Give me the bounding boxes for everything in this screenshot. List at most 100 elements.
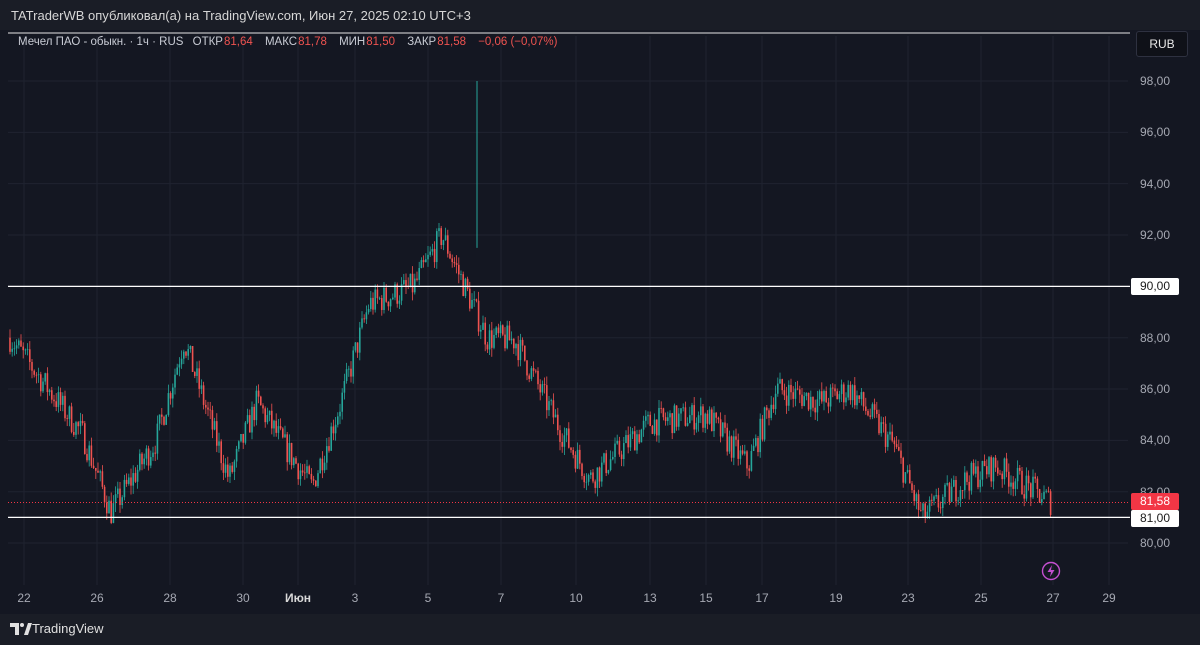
candle-body	[297, 463, 299, 480]
candle-body	[658, 407, 660, 436]
candle-body	[884, 423, 887, 447]
candle-body	[1016, 467, 1019, 482]
candle-body	[1023, 494, 1025, 499]
currency-button[interactable]: RUB	[1136, 31, 1188, 57]
candle-body	[801, 394, 803, 406]
candle-body	[508, 325, 511, 341]
candle-body	[53, 399, 55, 402]
candle-body	[722, 422, 724, 437]
candle-body	[365, 312, 368, 320]
candle-body	[345, 369, 348, 382]
candle-body	[656, 419, 658, 436]
candle-body	[959, 490, 962, 501]
candle-body	[99, 471, 101, 473]
candle-body	[220, 441, 222, 464]
candle-body	[898, 446, 900, 451]
candle-body	[284, 434, 286, 438]
candle-body	[429, 251, 431, 255]
candle-body	[389, 299, 392, 307]
candle-body	[163, 416, 165, 425]
price-tick-label: 98,00	[1140, 74, 1171, 88]
symbol-name[interactable]: Мечел ПАО - обыкн. · 1ч · RUS	[18, 36, 184, 48]
lightning-icon[interactable]	[1041, 561, 1061, 581]
candle-body	[968, 481, 970, 491]
candle-body	[574, 454, 577, 469]
candle-body	[847, 384, 849, 398]
candle-body	[440, 228, 442, 246]
price-tick-label: 84,00	[1140, 433, 1171, 448]
candle-body	[304, 472, 306, 474]
candle-body	[121, 497, 123, 505]
candle-body	[983, 460, 986, 467]
candle-body	[264, 408, 266, 423]
publisher-text: TATraderWB опубликовал(а) на TradingView…	[11, 8, 471, 23]
candle-body	[449, 253, 451, 259]
candle-body	[693, 405, 695, 430]
candle-body	[1034, 476, 1036, 479]
candle-body	[387, 301, 390, 307]
candle-body	[979, 479, 981, 488]
candle-body	[638, 434, 640, 443]
change-value: −0,06 (−0,07%)	[478, 36, 558, 48]
candle-body	[708, 409, 711, 424]
candle-body	[946, 483, 948, 485]
candle-body	[64, 395, 66, 419]
candle-body	[906, 470, 909, 473]
candle-body	[515, 344, 517, 349]
candle-body	[123, 479, 126, 498]
candle-body	[748, 468, 750, 471]
open-value: 81,64	[223, 36, 253, 48]
candle-body	[471, 299, 473, 309]
candle-body	[134, 473, 137, 482]
candle-body	[944, 484, 946, 497]
candle-body	[394, 284, 396, 298]
candle-body	[695, 422, 698, 430]
candle-body	[616, 440, 618, 444]
candle-body	[805, 392, 808, 397]
time-tick-label: 5	[424, 591, 432, 605]
candle-body	[869, 415, 871, 417]
candle-body	[198, 368, 200, 389]
brand-name[interactable]: TradingView	[32, 621, 104, 636]
candle-body	[957, 500, 959, 502]
candle-body	[601, 462, 603, 482]
candle-body	[810, 396, 812, 410]
candle-body	[561, 441, 563, 447]
candle-body	[728, 436, 731, 452]
candle-body	[1036, 478, 1039, 490]
candle-body	[90, 445, 93, 466]
candle-body	[664, 417, 667, 422]
candle-body	[145, 448, 148, 459]
candle-body	[559, 430, 561, 442]
candle-body	[328, 446, 330, 451]
candle-body	[988, 457, 990, 475]
candle-body	[95, 467, 97, 471]
candle-body	[926, 511, 929, 518]
time-tick-label: 19	[829, 591, 843, 605]
candle-body	[880, 422, 882, 434]
candle-body	[299, 470, 302, 480]
candle-body	[878, 414, 880, 434]
candle-body	[777, 383, 779, 394]
candle-body	[625, 435, 627, 444]
candle-body	[363, 318, 365, 320]
candle-body	[169, 393, 172, 399]
high-label: МАКС	[264, 36, 298, 48]
candle-body	[537, 370, 539, 385]
candle-body	[737, 439, 739, 459]
candle-body	[829, 387, 832, 407]
candle-body	[361, 318, 363, 328]
candle-body	[832, 387, 834, 389]
candle-body	[519, 339, 522, 361]
candle-body	[378, 298, 381, 299]
candle-body	[191, 346, 194, 372]
candle-body	[579, 449, 581, 464]
candle-body	[273, 420, 275, 429]
candle-body	[9, 337, 11, 352]
candle-body	[770, 404, 772, 418]
candle-body	[838, 394, 841, 400]
candle-body	[594, 481, 596, 488]
candle-body	[97, 470, 99, 473]
candle-body	[200, 385, 203, 389]
